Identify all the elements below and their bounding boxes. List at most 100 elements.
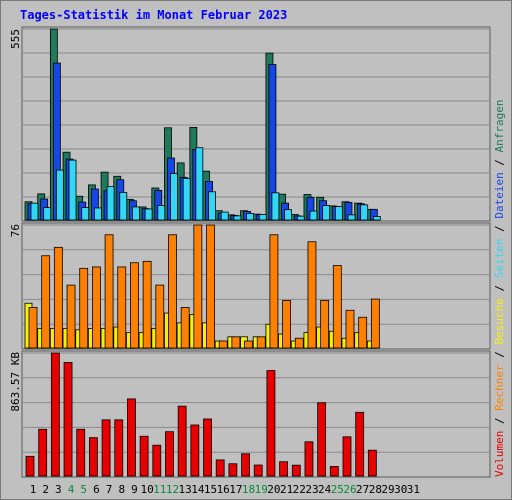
panel2-ymax-label: 76 [9, 224, 22, 237]
chart-title: Tages-Statistik im Monat Februar 2023 [20, 8, 287, 22]
bar-volumen-day-11 [152, 444, 162, 477]
x-label-day-1: 1 [30, 483, 37, 496]
bar-rechner-day-25 [332, 265, 342, 349]
bar-seiten-day-17 [233, 215, 242, 221]
bar-seiten-day-9 [132, 206, 140, 221]
bar-seiten-day-4 [68, 159, 77, 221]
panel-1-plot-area [21, 26, 491, 222]
bar-seiten-day-15 [208, 191, 216, 221]
bar-seiten-day-14 [195, 147, 204, 221]
bar-rechner-day-14 [193, 224, 203, 349]
bar-rechner-day-20 [269, 234, 279, 349]
bar-volumen-day-10 [139, 435, 149, 477]
bar-volumen-day-6 [89, 437, 98, 477]
bar-rechner-day-8 [117, 266, 127, 349]
bar-rechner-day-5 [79, 267, 89, 349]
bar-seiten-day-2 [43, 207, 52, 221]
bar-rechner-day-28 [370, 298, 380, 349]
bar-volumen-day-8 [114, 419, 124, 477]
bar-volumen-day-15 [203, 418, 212, 477]
x-label-day-10: 10 [140, 483, 153, 496]
bar-volumen-day-22 [291, 464, 301, 477]
bar-rechner-day-6 [92, 266, 101, 349]
bar-seiten-day-11 [157, 205, 166, 221]
bar-rechner-day-7 [104, 234, 114, 349]
x-label-day-14: 14 [191, 483, 205, 496]
bar-volumen-day-25 [329, 466, 339, 477]
bar-seiten-day-7 [106, 186, 115, 221]
bar-volumen-day-26 [342, 436, 352, 477]
bar-volumen-day-3 [50, 352, 60, 477]
bar-seiten-day-27 [360, 204, 369, 221]
bar-rechner-day-19 [256, 336, 266, 349]
bar-rechner-day-21 [282, 300, 292, 349]
bar-rechner-day-10 [142, 260, 152, 349]
x-label-day-30: 30 [394, 483, 407, 496]
bar-seiten-day-6 [94, 207, 102, 221]
bar-rechner-day-17 [231, 336, 241, 349]
bar-seiten-day-26 [347, 214, 356, 221]
x-label-day-29: 29 [381, 483, 394, 496]
bar-seiten-day-8 [119, 192, 128, 221]
bar-rechner-day-13 [180, 307, 190, 349]
x-label-day-23: 23 [305, 483, 318, 496]
bar-volumen-day-17 [228, 463, 238, 477]
bar-seiten-day-16 [220, 211, 229, 221]
bar-rechner-day-15 [206, 224, 215, 349]
bar-seiten-day-10 [144, 208, 153, 221]
x-label-day-4: 4 [68, 483, 75, 496]
bar-volumen-day-24 [317, 402, 327, 477]
bar-rechner-day-27 [358, 316, 368, 349]
bar-seiten-day-1 [30, 202, 39, 221]
bar-rechner-day-11 [155, 284, 165, 349]
x-label-day-31: 31 [407, 483, 420, 496]
bar-volumen-day-1 [25, 455, 35, 477]
bar-rechner-day-22 [294, 337, 304, 349]
legend-seiten: Seiten [493, 239, 506, 279]
x-label-day-11: 11 [153, 483, 166, 496]
panel-3-plot-area [21, 350, 491, 478]
bar-seiten-day-21 [284, 209, 293, 221]
x-label-day-16: 16 [217, 483, 230, 496]
legend-dateien: Dateien [493, 172, 506, 218]
panel3-ymax-label: 863.57 KB [9, 352, 22, 412]
bar-seiten-day-22 [296, 215, 305, 221]
x-label-day-19: 19 [255, 483, 268, 496]
x-label-day-13: 13 [179, 483, 192, 496]
bar-volumen-day-27 [355, 411, 365, 477]
svg-text:Volumen / Rechner / Besuche /: Volumen / Rechner / Besuche / Seiten / D… [493, 99, 506, 477]
bar-volumen-day-16 [215, 459, 225, 477]
bar-volumen-day-12 [165, 431, 174, 477]
x-label-day-28: 28 [369, 483, 382, 496]
bar-volumen-day-7 [101, 419, 111, 477]
x-label-day-12: 12 [166, 483, 179, 496]
bar-volumen-day-28 [367, 449, 377, 477]
bar-rechner-day-1 [28, 307, 38, 349]
bar-volumen-day-23 [304, 441, 314, 477]
bar-seiten-day-5 [81, 207, 90, 221]
legend-volumen: Volumen [493, 431, 506, 477]
bar-seiten-day-24 [322, 205, 331, 221]
x-label-day-26: 26 [343, 483, 356, 496]
bar-seiten-day-20 [271, 192, 280, 221]
bar-volumen-day-18 [241, 453, 250, 477]
bar-rechner-day-24 [320, 300, 330, 349]
bar-volumen-day-19 [253, 464, 263, 477]
bar-volumen-day-9 [127, 398, 136, 477]
bar-seiten-day-23 [309, 210, 318, 221]
bar-rechner-day-26 [345, 309, 355, 349]
x-label-day-5: 5 [80, 483, 87, 496]
bar-rechner-day-23 [307, 241, 317, 349]
x-label-day-27: 27 [356, 483, 369, 496]
bar-seiten-day-19 [258, 214, 267, 221]
x-label-day-24: 24 [318, 483, 332, 496]
x-label-day-18: 18 [242, 483, 255, 496]
panel1-ymax-label: 555 [9, 29, 22, 49]
bar-rechner-day-18 [244, 340, 253, 349]
x-label-day-17: 17 [229, 483, 242, 496]
x-label-day-8: 8 [118, 483, 125, 496]
bar-rechner-day-2 [41, 255, 51, 349]
bar-seiten-day-28 [372, 216, 381, 221]
bar-rechner-day-9 [130, 262, 139, 349]
x-label-day-25: 25 [331, 483, 344, 496]
